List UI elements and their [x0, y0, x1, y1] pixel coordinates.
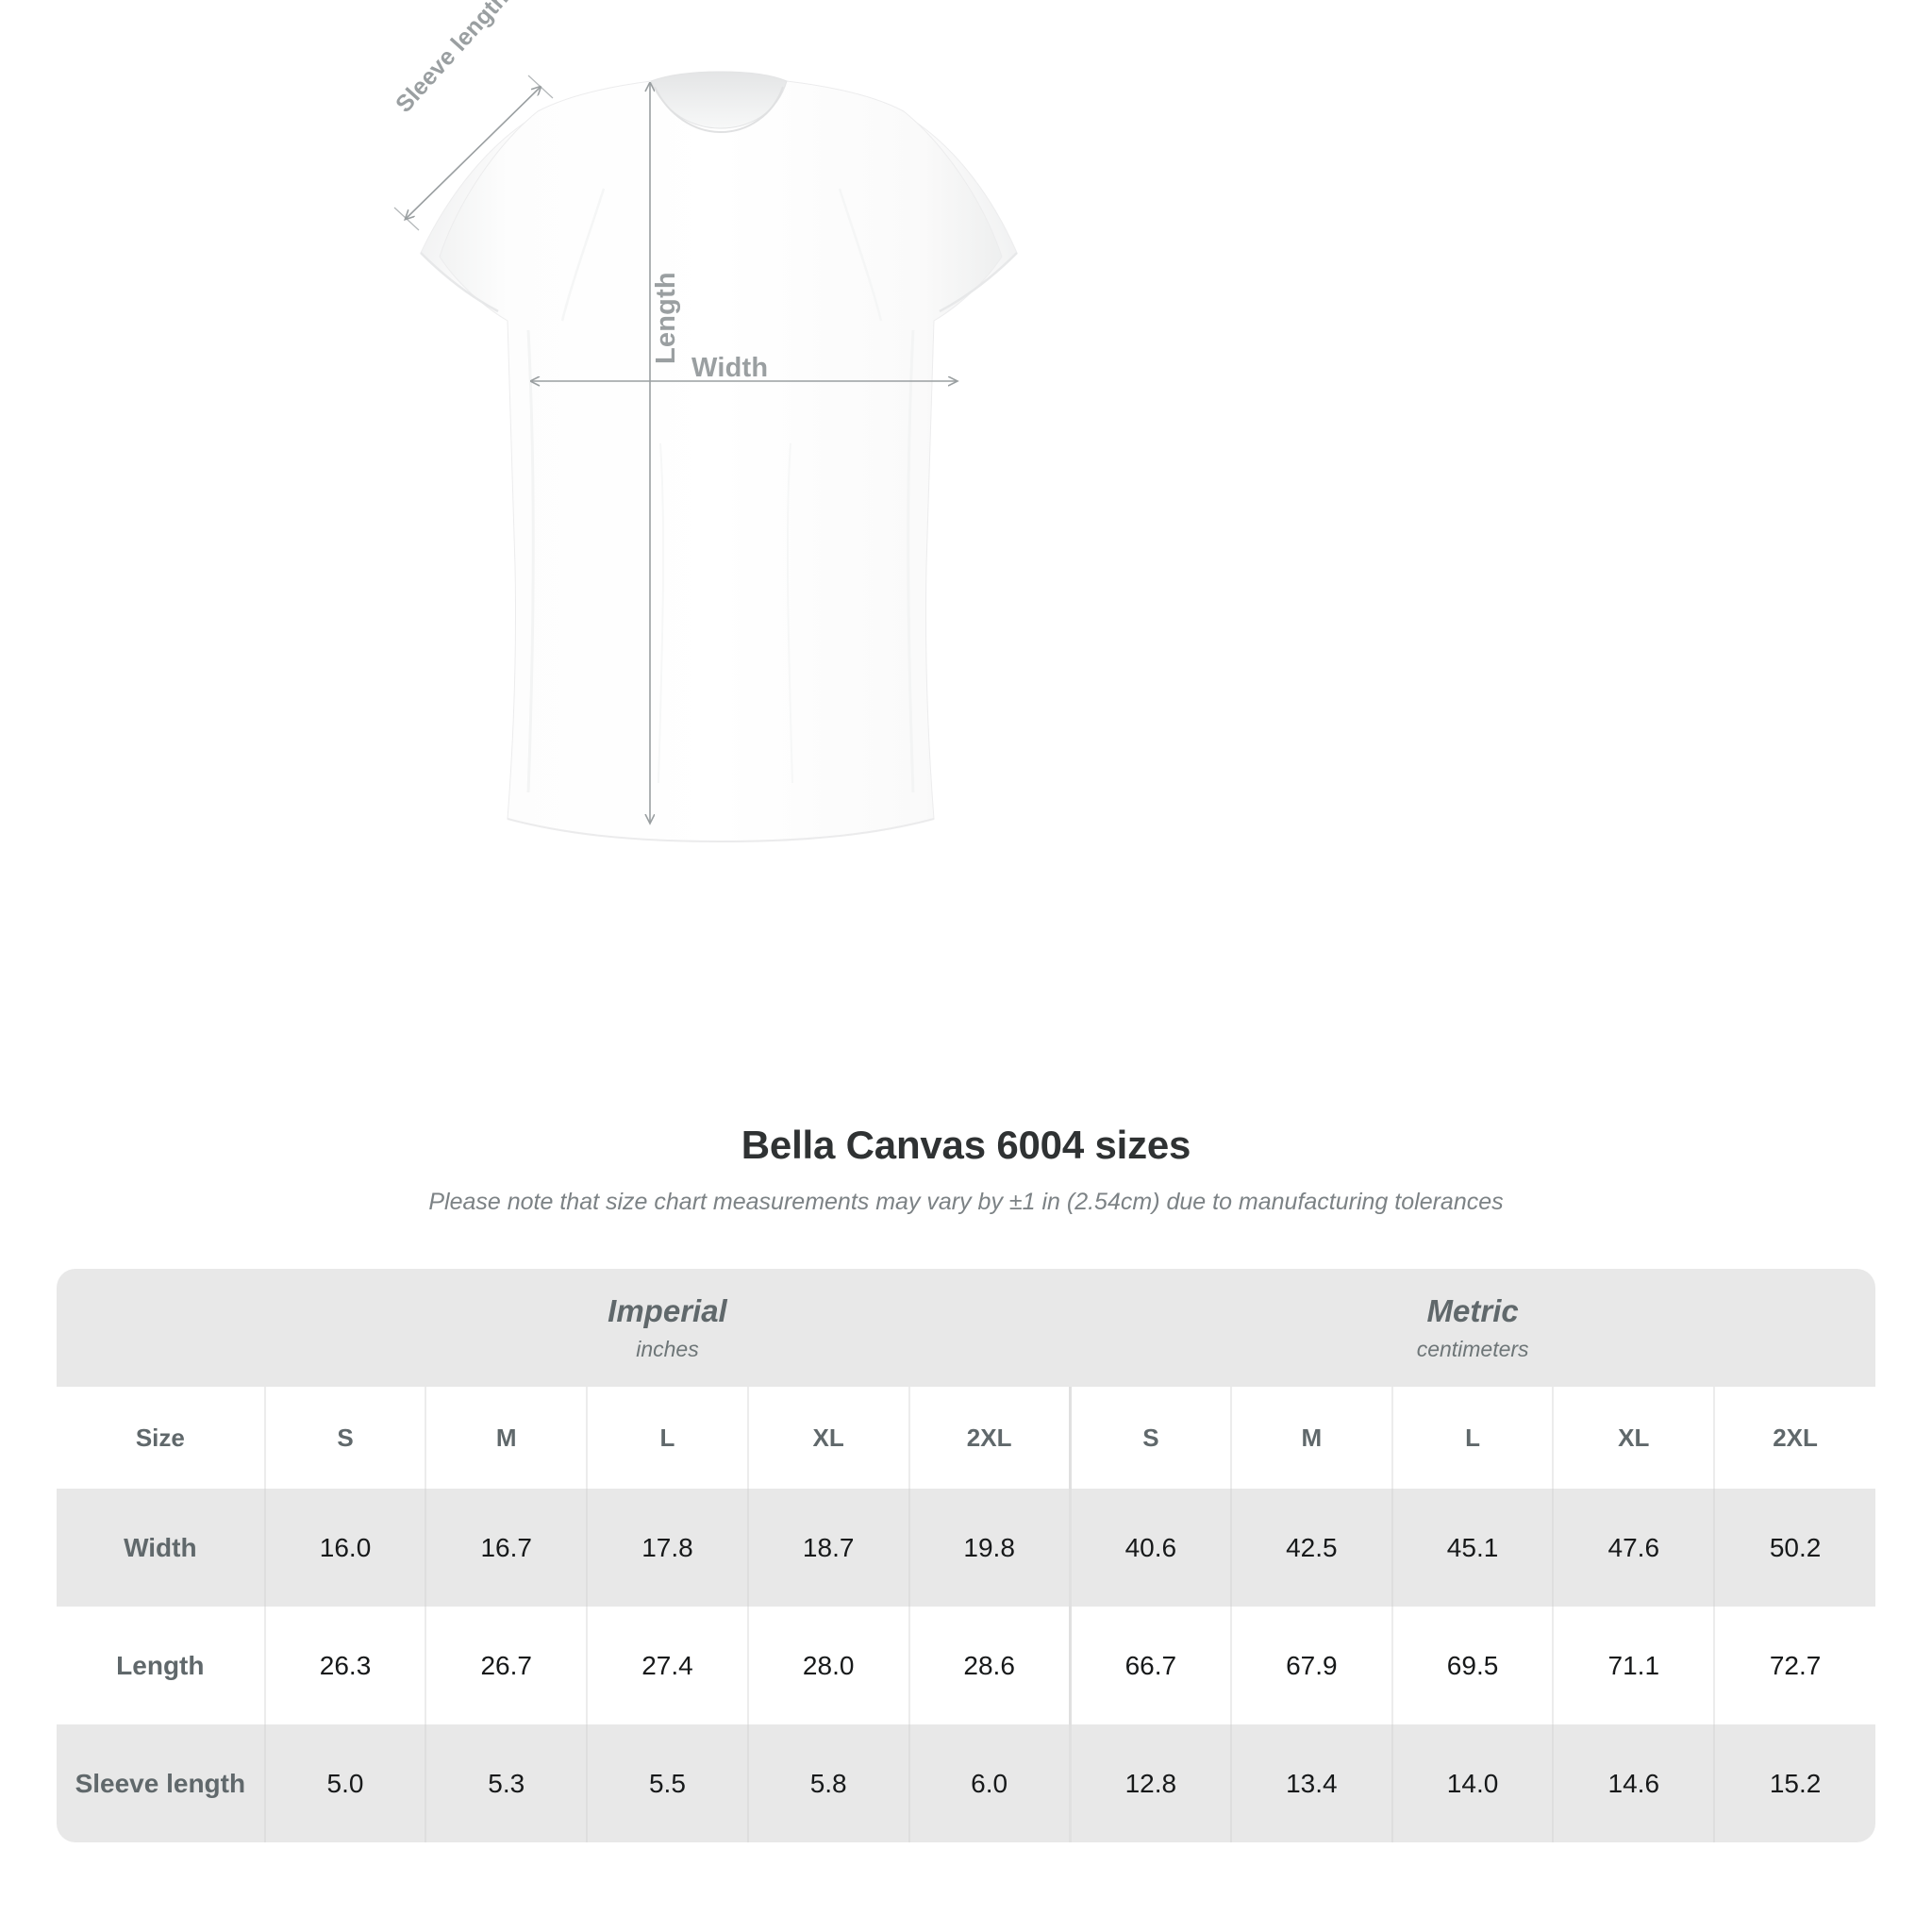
- measurement-guides: [393, 75, 957, 823]
- size-header-row: Size S M L XL 2XL S M L XL 2XL: [57, 1387, 1875, 1489]
- imperial-unit: inches: [636, 1337, 699, 1362]
- cell-width-metric-m: 42.5: [1229, 1489, 1392, 1607]
- unit-system-imperial: Imperial inches: [264, 1269, 1071, 1387]
- cell-width-imperial-xl: 18.7: [746, 1489, 909, 1607]
- cell-width-metric-l: 45.1: [1391, 1489, 1554, 1607]
- cell-sleeve-metric-s: 12.8: [1068, 1724, 1231, 1842]
- cell-width-metric-xl: 47.6: [1552, 1489, 1715, 1607]
- tshirt-body: [420, 71, 1018, 843]
- cell-length-metric-l: 69.5: [1391, 1607, 1554, 1724]
- size-header-metric-2xl: 2XL: [1713, 1387, 1875, 1489]
- cell-sleeve-imperial-2xl: 6.0: [908, 1724, 1071, 1842]
- size-header-metric-m: M: [1229, 1387, 1392, 1489]
- cell-sleeve-metric-2xl: 15.2: [1713, 1724, 1875, 1842]
- cell-width-imperial-l: 17.8: [586, 1489, 748, 1607]
- cell-sleeve-imperial-l: 5.5: [586, 1724, 748, 1842]
- table-row: Length 26.3 26.7 27.4 28.0 28.6 66.7 67.…: [57, 1607, 1875, 1724]
- size-header-imperial-2xl: 2XL: [908, 1387, 1071, 1489]
- cell-length-metric-m: 67.9: [1229, 1607, 1392, 1724]
- length-annotation: Length: [651, 272, 681, 364]
- size-header-imperial-m: M: [425, 1387, 588, 1489]
- cell-sleeve-metric-xl: 14.6: [1552, 1724, 1715, 1842]
- width-annotation: Width: [691, 353, 769, 383]
- title-block: Bella Canvas 6004 sizes Please note that…: [0, 1123, 1932, 1216]
- cell-sleeve-imperial-s: 5.0: [263, 1724, 426, 1842]
- cell-sleeve-metric-l: 14.0: [1391, 1724, 1554, 1842]
- cell-length-metric-2xl: 72.7: [1713, 1607, 1875, 1724]
- cell-width-metric-s: 40.6: [1068, 1489, 1231, 1607]
- cell-width-imperial-s: 16.0: [263, 1489, 426, 1607]
- cell-length-imperial-s: 26.3: [263, 1607, 426, 1724]
- cell-length-imperial-2xl: 28.6: [908, 1607, 1071, 1724]
- cell-sleeve-imperial-xl: 5.8: [746, 1724, 909, 1842]
- cell-width-imperial-m: 16.7: [425, 1489, 588, 1607]
- garment-illustration: Sleeve length Length Width: [391, 0, 1018, 843]
- unit-system-corner-cell: [57, 1269, 265, 1387]
- metric-label: Metric: [1426, 1292, 1519, 1328]
- tshirt-diagram: [393, 71, 1018, 843]
- size-header-metric-s: S: [1068, 1387, 1231, 1489]
- size-header-imperial-xl: XL: [746, 1387, 909, 1489]
- cell-length-metric-s: 66.7: [1068, 1607, 1231, 1724]
- cell-length-imperial-m: 26.7: [425, 1607, 588, 1724]
- cell-length-imperial-xl: 28.0: [746, 1607, 909, 1724]
- cell-length-imperial-l: 27.4: [586, 1607, 748, 1724]
- page-title: Bella Canvas 6004 sizes: [741, 1123, 1191, 1167]
- sleeve-length-arrow: [406, 87, 541, 219]
- cell-sleeve-metric-m: 13.4: [1229, 1724, 1392, 1842]
- size-chart-table: Imperial inches Metric centimeters Size …: [57, 1269, 1875, 1842]
- row-label-width: Width: [57, 1489, 265, 1607]
- unit-system-metric: Metric centimeters: [1070, 1269, 1875, 1387]
- table-row: Sleeve length 5.0 5.3 5.5 5.8 6.0 12.8 1…: [57, 1724, 1875, 1842]
- cell-width-imperial-2xl: 19.8: [908, 1489, 1071, 1607]
- size-header-imperial-s: S: [263, 1387, 426, 1489]
- size-header-imperial-l: L: [586, 1387, 748, 1489]
- imperial-label: Imperial: [608, 1292, 727, 1328]
- size-header-metric-l: L: [1391, 1387, 1554, 1489]
- unit-system-header-row: Imperial inches Metric centimeters: [57, 1269, 1875, 1387]
- row-label-length: Length: [57, 1607, 265, 1724]
- cell-length-metric-xl: 71.1: [1552, 1607, 1715, 1724]
- size-header-label: Size: [57, 1387, 265, 1489]
- table-row: Width 16.0 16.7 17.8 18.7 19.8 40.6 42.5…: [57, 1489, 1875, 1607]
- cell-width-metric-2xl: 50.2: [1713, 1489, 1875, 1607]
- metric-unit: centimeters: [1416, 1337, 1529, 1362]
- size-header-metric-xl: XL: [1552, 1387, 1715, 1489]
- page-subtitle: Please note that size chart measurements…: [428, 1189, 1504, 1215]
- cell-sleeve-imperial-m: 5.3: [425, 1724, 588, 1842]
- row-label-sleeve-length: Sleeve length: [57, 1724, 265, 1842]
